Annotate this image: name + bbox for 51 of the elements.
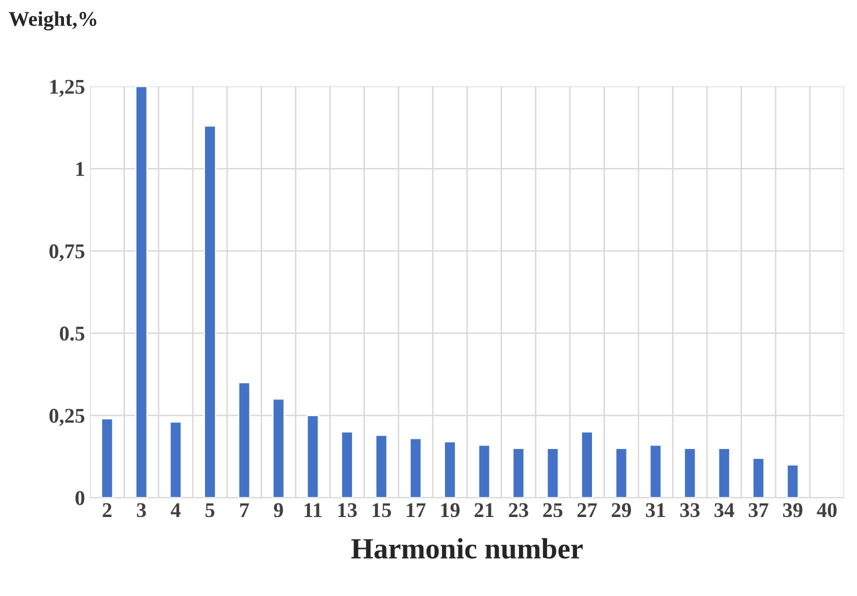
y-axis-title: Weight,% [8,11,96,30]
x-tick-label: 37 [748,503,768,518]
bar [444,441,456,498]
x-tick-label: 21 [474,503,494,517]
bar [786,464,800,498]
x-tick-label: 5 [206,503,214,518]
x-tick-label: 31 [646,503,665,518]
bar [135,86,148,498]
bar [546,448,560,498]
x-tick-label: 17 [406,503,426,517]
x-tick-label: 4 [170,503,181,517]
x-tick-label: 2 [102,503,112,517]
bar [100,418,114,498]
x-tick-label: 40 [816,503,837,518]
x-tick-label: 19 [441,503,460,518]
bar [478,444,491,498]
bar [614,448,628,498]
x-tick-label: 33 [680,503,700,518]
bar [752,457,765,498]
x-tick-label: 34 [714,503,734,518]
bar [580,431,594,498]
x-tick-label: 3 [136,503,146,518]
y-tick-label: 0.5 [60,326,84,341]
x-tick-label: 23 [508,503,528,518]
y-tick-label: 0 [76,491,84,506]
bar [272,398,285,498]
y-tick-label: 0,25 [49,408,84,426]
bar [306,414,320,498]
x-tick-label: 7 [240,503,249,517]
x-tick-label: 15 [372,503,392,518]
bar [409,438,422,498]
y-tick-label: 0,75 [49,244,84,262]
y-tick-label: 1,25 [50,80,84,97]
bar [204,125,216,498]
x-tick-label: 13 [338,503,357,518]
bar [512,448,525,498]
x-tick-label: 29 [612,503,631,518]
x-tick-label: 9 [274,503,283,518]
bar [340,431,354,498]
bar [375,434,388,498]
bar [169,421,182,498]
y-tick-label: 1 [76,162,84,176]
x-tick-label: 11 [304,503,322,517]
bar [649,444,662,498]
bar [718,448,731,498]
x-tick-label: 39 [783,503,802,518]
x-tick-label: 25 [543,503,562,518]
bar [238,382,251,498]
bar [684,448,696,498]
x-tick-label: 27 [578,503,597,517]
x-axis-title: Harmonic number [351,538,583,559]
